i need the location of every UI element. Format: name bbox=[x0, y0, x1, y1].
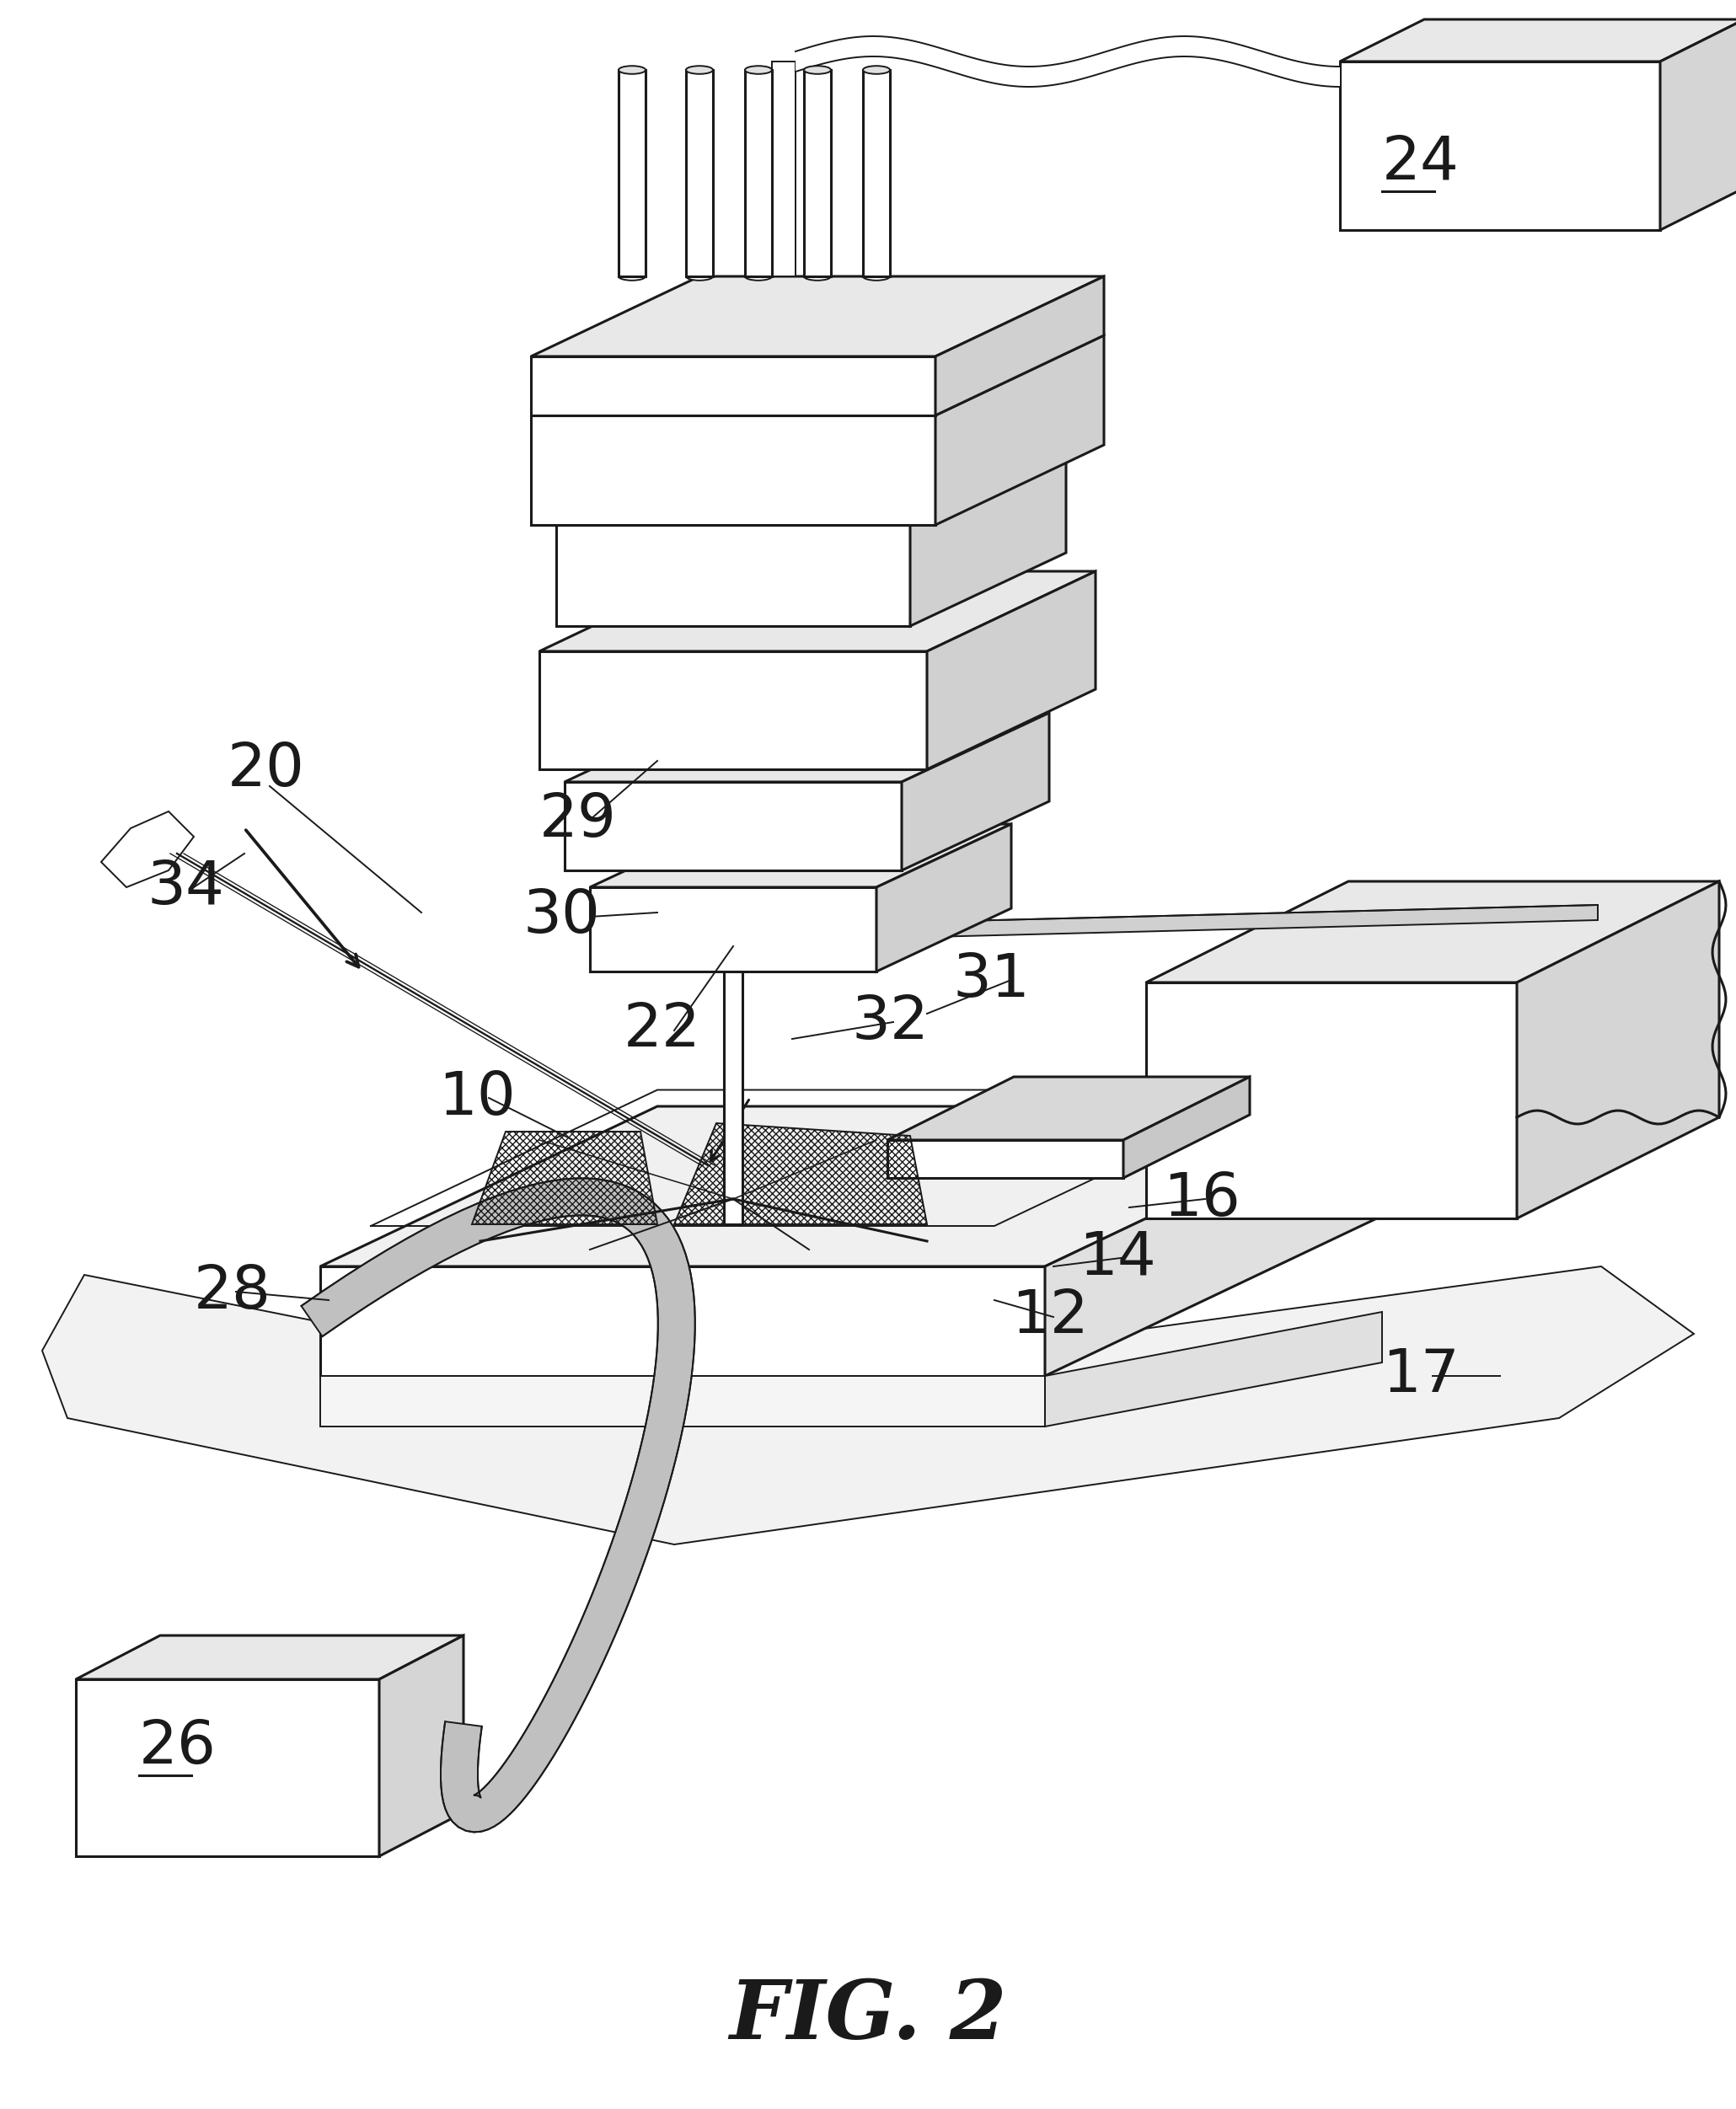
Polygon shape bbox=[302, 1179, 694, 1833]
Ellipse shape bbox=[686, 272, 713, 280]
Polygon shape bbox=[1045, 1107, 1382, 1375]
Polygon shape bbox=[887, 1078, 1250, 1141]
Polygon shape bbox=[319, 1265, 1045, 1375]
Text: 14: 14 bbox=[1078, 1230, 1156, 1286]
Polygon shape bbox=[531, 415, 936, 525]
Ellipse shape bbox=[618, 272, 646, 280]
Polygon shape bbox=[378, 1634, 464, 1856]
Ellipse shape bbox=[745, 272, 773, 280]
Text: 32: 32 bbox=[851, 993, 929, 1050]
Polygon shape bbox=[531, 356, 936, 415]
Polygon shape bbox=[556, 525, 910, 626]
Polygon shape bbox=[773, 61, 795, 276]
Polygon shape bbox=[887, 1141, 1123, 1179]
Ellipse shape bbox=[804, 272, 832, 280]
Text: 22: 22 bbox=[623, 1002, 701, 1059]
Polygon shape bbox=[1045, 1312, 1382, 1426]
Polygon shape bbox=[76, 1679, 378, 1856]
Polygon shape bbox=[1123, 1078, 1250, 1179]
Polygon shape bbox=[564, 782, 901, 871]
Text: 34: 34 bbox=[148, 858, 226, 915]
Polygon shape bbox=[590, 825, 1012, 888]
Text: 16: 16 bbox=[1163, 1170, 1240, 1227]
Polygon shape bbox=[927, 572, 1095, 770]
Polygon shape bbox=[1340, 19, 1736, 61]
Ellipse shape bbox=[745, 65, 773, 74]
Text: 10: 10 bbox=[437, 1069, 516, 1126]
Polygon shape bbox=[1146, 983, 1517, 1219]
Polygon shape bbox=[724, 508, 743, 1225]
Text: 30: 30 bbox=[523, 888, 601, 945]
Text: 12: 12 bbox=[1012, 1289, 1088, 1346]
Polygon shape bbox=[540, 652, 927, 770]
Text: 26: 26 bbox=[139, 1717, 217, 1776]
Ellipse shape bbox=[863, 65, 891, 74]
Polygon shape bbox=[618, 70, 646, 276]
Polygon shape bbox=[936, 335, 1104, 525]
Polygon shape bbox=[590, 888, 877, 972]
Ellipse shape bbox=[618, 65, 646, 74]
Polygon shape bbox=[901, 713, 1049, 871]
Polygon shape bbox=[745, 70, 773, 276]
Polygon shape bbox=[1340, 61, 1660, 230]
Polygon shape bbox=[540, 572, 1095, 652]
Polygon shape bbox=[936, 276, 1104, 415]
Ellipse shape bbox=[863, 272, 891, 280]
Ellipse shape bbox=[804, 65, 832, 74]
Polygon shape bbox=[863, 70, 891, 276]
Polygon shape bbox=[929, 905, 1597, 936]
Polygon shape bbox=[686, 70, 713, 276]
Polygon shape bbox=[1146, 882, 1719, 983]
Text: 20: 20 bbox=[227, 740, 306, 799]
Polygon shape bbox=[531, 335, 1104, 415]
Ellipse shape bbox=[686, 65, 713, 74]
Polygon shape bbox=[556, 451, 1066, 525]
Polygon shape bbox=[319, 1107, 1382, 1265]
Polygon shape bbox=[564, 713, 1049, 782]
Text: 31: 31 bbox=[953, 951, 1029, 1008]
Text: 17: 17 bbox=[1382, 1348, 1460, 1405]
Text: FIG. 2: FIG. 2 bbox=[729, 1976, 1007, 2056]
Polygon shape bbox=[1660, 19, 1736, 230]
Text: 28: 28 bbox=[194, 1263, 271, 1320]
Polygon shape bbox=[910, 451, 1066, 626]
Polygon shape bbox=[531, 276, 1104, 356]
Polygon shape bbox=[101, 812, 194, 888]
Polygon shape bbox=[42, 1265, 1694, 1544]
Polygon shape bbox=[1517, 882, 1719, 1219]
Polygon shape bbox=[804, 70, 832, 276]
Text: 24: 24 bbox=[1382, 133, 1460, 192]
Polygon shape bbox=[877, 825, 1012, 972]
Polygon shape bbox=[76, 1634, 464, 1679]
Text: 29: 29 bbox=[540, 791, 616, 850]
Polygon shape bbox=[319, 1375, 1045, 1426]
